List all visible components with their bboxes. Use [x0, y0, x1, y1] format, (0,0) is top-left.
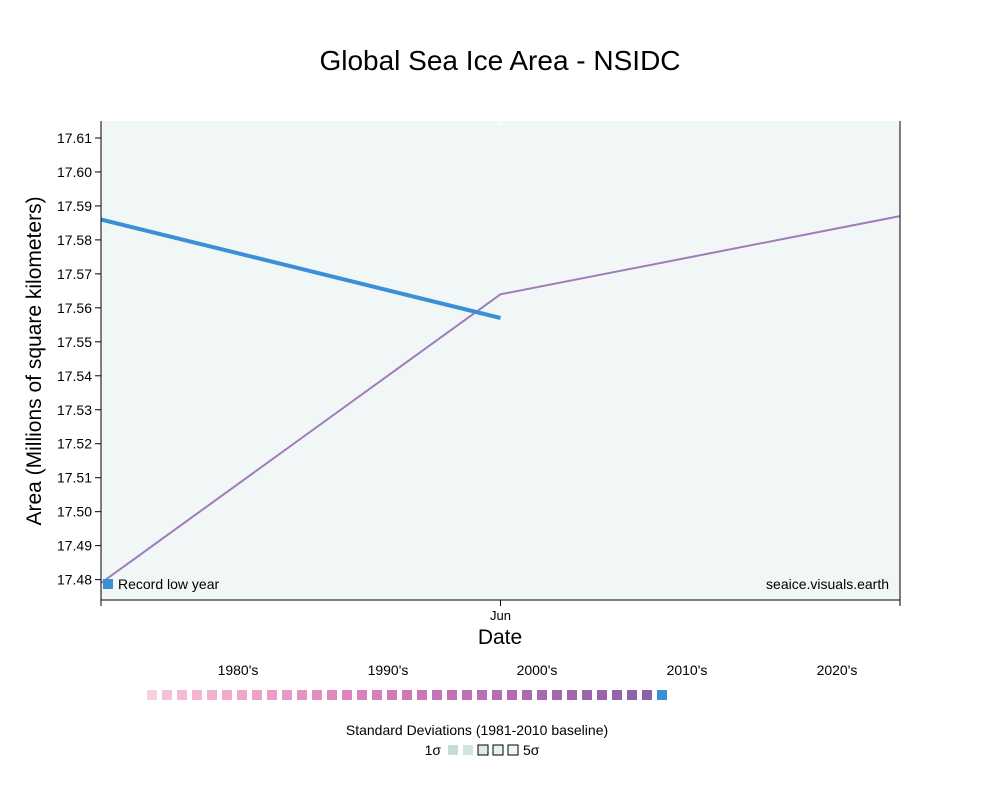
- year-swatch[interactable]: [147, 690, 157, 700]
- year-swatch[interactable]: [432, 690, 442, 700]
- year-swatch[interactable]: [447, 690, 457, 700]
- y-tick-label: 17.61: [57, 130, 92, 146]
- x-axis-label: Date: [478, 626, 522, 649]
- year-swatch[interactable]: [567, 690, 577, 700]
- y-tick-label: 17.54: [57, 368, 92, 384]
- year-swatch[interactable]: [192, 690, 202, 700]
- y-tick-label: 17.49: [57, 538, 92, 554]
- decade-label: 1990's: [368, 662, 409, 678]
- std-legend-high-label: 5σ: [523, 742, 540, 758]
- year-swatch[interactable]: [552, 690, 562, 700]
- y-tick-label: 17.48: [57, 572, 92, 588]
- y-tick-label: 17.51: [57, 470, 92, 486]
- series-line-current: [100, 217, 501, 320]
- year-swatch[interactable]: [252, 690, 262, 700]
- year-swatch[interactable]: [297, 690, 307, 700]
- series-line-record-low: [100, 215, 901, 584]
- year-swatch[interactable]: [162, 690, 172, 700]
- year-swatch[interactable]: [207, 690, 217, 700]
- year-swatch[interactable]: [237, 690, 247, 700]
- y-axis-label: Area (Millions of square kilometers): [23, 196, 46, 525]
- decade-label: 2010's: [667, 662, 708, 678]
- year-swatch[interactable]: [522, 690, 532, 700]
- year-swatch[interactable]: [582, 690, 592, 700]
- std-legend-caption: Standard Deviations (1981-2010 baseline): [346, 722, 608, 738]
- year-swatch[interactable]: [372, 690, 382, 700]
- y-tick-label: 17.53: [57, 402, 92, 418]
- y-tick-label: 17.57: [57, 266, 92, 282]
- x-tick-label: Jun: [490, 608, 511, 623]
- y-tick-label: 17.52: [57, 436, 92, 452]
- decade-label: 2020's: [817, 662, 858, 678]
- decade-label: 2000's: [517, 662, 558, 678]
- year-swatch[interactable]: [342, 690, 352, 700]
- year-swatch[interactable]: [462, 690, 472, 700]
- std-swatch: [448, 745, 458, 755]
- y-tick-label: 17.56: [57, 300, 92, 316]
- record-low-legend-label: Record low year: [118, 576, 219, 592]
- year-swatch[interactable]: [267, 690, 277, 700]
- y-tick-label: 17.50: [57, 504, 92, 520]
- year-swatch[interactable]: [417, 690, 427, 700]
- year-swatch[interactable]: [177, 690, 187, 700]
- year-swatch[interactable]: [402, 690, 412, 700]
- y-tick-label: 17.58: [57, 232, 92, 248]
- year-swatch[interactable]: [627, 690, 637, 700]
- year-swatch[interactable]: [537, 690, 547, 700]
- plot-background: [101, 121, 900, 600]
- std-legend-low-label: 1σ: [425, 742, 442, 758]
- y-tick-label: 17.60: [57, 164, 92, 180]
- year-swatch[interactable]: [612, 690, 622, 700]
- std-swatch: [507, 744, 519, 756]
- year-swatch[interactable]: [312, 690, 322, 700]
- std-swatch: [463, 745, 473, 755]
- record-low-legend-marker: [103, 579, 113, 589]
- year-swatch[interactable]: [387, 690, 397, 700]
- y-tick-label: 17.55: [57, 334, 92, 350]
- year-swatch[interactable]: [507, 690, 517, 700]
- year-swatch[interactable]: [657, 690, 667, 700]
- year-swatch[interactable]: [327, 690, 337, 700]
- year-swatch[interactable]: [642, 690, 652, 700]
- watermark: seaice.visuals.earth: [766, 576, 889, 592]
- year-swatch[interactable]: [282, 690, 292, 700]
- std-swatch: [492, 744, 504, 756]
- decade-label: 1980's: [218, 662, 259, 678]
- chart-title: Global Sea Ice Area - NSIDC: [319, 45, 680, 76]
- y-tick-label: 17.59: [57, 198, 92, 214]
- year-swatch[interactable]: [357, 690, 367, 700]
- year-swatch[interactable]: [222, 690, 232, 700]
- year-swatch[interactable]: [492, 690, 502, 700]
- std-swatch: [477, 744, 489, 756]
- year-swatch[interactable]: [597, 690, 607, 700]
- year-swatch[interactable]: [477, 690, 487, 700]
